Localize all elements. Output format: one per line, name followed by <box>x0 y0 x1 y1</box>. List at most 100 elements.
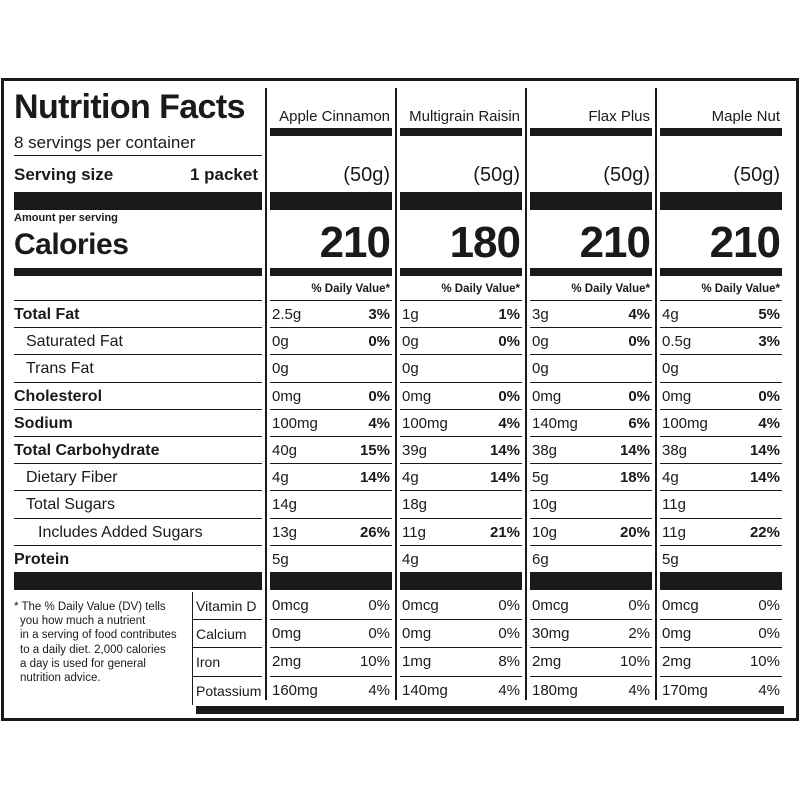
rule <box>660 300 782 301</box>
bottom-bar <box>196 706 784 714</box>
amount: 11g <box>662 496 686 514</box>
daily-value: 4% <box>368 681 390 699</box>
rule <box>270 490 392 492</box>
thick-bar <box>270 192 392 210</box>
daily-value: 20% <box>619 523 650 541</box>
daily-value: 8% <box>498 653 520 671</box>
amount: 180mg <box>532 681 578 699</box>
amount: 100mg <box>272 414 318 432</box>
amount: 160mg <box>272 681 318 699</box>
product-name: Multigrain Raisin <box>409 108 520 125</box>
header-bar <box>270 128 392 136</box>
amount: 0g <box>402 360 419 378</box>
amount: 0mg <box>662 625 692 643</box>
rule <box>400 408 522 410</box>
nutrient-label: Sodium <box>14 414 73 432</box>
rule <box>14 463 262 465</box>
daily-value: 0% <box>758 387 780 405</box>
amount: 0mcg <box>272 597 309 614</box>
nutrient-label: Includes Added Sugars <box>38 523 203 541</box>
rule <box>530 436 652 437</box>
rule <box>530 300 652 301</box>
rule <box>530 517 652 519</box>
daily-value: 4% <box>498 414 520 432</box>
daily-value: 18% <box>619 469 650 487</box>
amount: 4g <box>402 469 419 487</box>
medium-bar <box>270 268 392 276</box>
vitamin-label: Vitamin D <box>196 598 257 614</box>
daily-value: 0% <box>368 625 390 643</box>
rule <box>14 517 262 519</box>
rule <box>530 675 652 677</box>
medium-bar <box>530 268 652 276</box>
column-separator <box>655 88 657 700</box>
rule <box>660 517 782 519</box>
footnote-line: a day is used for general <box>20 657 146 670</box>
nutrient-label: Protein <box>14 550 70 568</box>
daily-value: 0% <box>628 333 650 351</box>
rule <box>193 619 262 621</box>
header-bar <box>530 128 652 136</box>
rule <box>530 544 652 546</box>
daily-value: 0% <box>498 597 520 614</box>
calories: 210 <box>709 218 781 267</box>
vitamin-label: Potassium <box>196 682 262 699</box>
vitamin-label: Iron <box>196 654 221 671</box>
thick-bar <box>660 192 782 210</box>
amount: 0g <box>532 333 549 351</box>
rule <box>14 300 262 301</box>
amount: 11g <box>662 523 686 541</box>
amount: 10g <box>532 523 558 541</box>
thick-bar <box>530 572 652 590</box>
daily-value: 5% <box>758 306 780 323</box>
amount: 100mg <box>402 414 448 432</box>
rule <box>270 300 392 301</box>
daily-value: 0% <box>758 625 780 643</box>
calories: 210 <box>579 218 651 267</box>
thick-bar <box>660 572 782 590</box>
rule <box>14 436 262 437</box>
rule <box>270 675 392 677</box>
dv-heading: % Daily Value* <box>571 283 650 295</box>
amount: 0mcg <box>402 597 439 614</box>
calories: 180 <box>449 218 521 267</box>
daily-value: 22% <box>749 523 780 541</box>
rule <box>530 463 652 465</box>
amount: 1mg <box>402 653 432 671</box>
amount: 30mg <box>532 625 570 643</box>
rule <box>660 463 782 465</box>
serving-weight: (50g) <box>733 164 780 186</box>
product-name: Apple Cinnamon <box>279 108 390 125</box>
medium-bar <box>400 268 522 276</box>
rule <box>660 408 782 410</box>
amount: 2mg <box>532 653 562 671</box>
daily-value: 0% <box>758 597 780 614</box>
rule <box>14 354 262 356</box>
amount: 0g <box>272 333 289 351</box>
rule <box>14 155 262 156</box>
serving-size: 1 packet <box>189 165 258 184</box>
amount: 1g <box>402 306 419 323</box>
servings-per-container: 8 servings per container <box>14 133 196 152</box>
amount: 39g <box>402 442 428 459</box>
rule <box>400 300 522 301</box>
rule <box>530 381 652 383</box>
daily-value: 4% <box>758 681 780 699</box>
rule <box>270 619 392 621</box>
nutrient-label: Total Sugars <box>26 496 115 514</box>
amount: 4g <box>662 469 679 487</box>
calories: 210 <box>319 218 391 267</box>
amount: 0mg <box>402 625 432 643</box>
rule <box>660 354 782 356</box>
daily-value: 14% <box>749 469 780 487</box>
amount: 140mg <box>402 681 448 699</box>
rule <box>400 619 522 621</box>
amount: 0mg <box>272 625 302 643</box>
amount: 0g <box>272 360 289 378</box>
nutrient-label: Trans Fat <box>26 360 94 378</box>
daily-value: 4% <box>628 306 650 323</box>
rule <box>270 647 392 649</box>
medium-bar <box>14 268 262 276</box>
rule <box>14 490 262 492</box>
